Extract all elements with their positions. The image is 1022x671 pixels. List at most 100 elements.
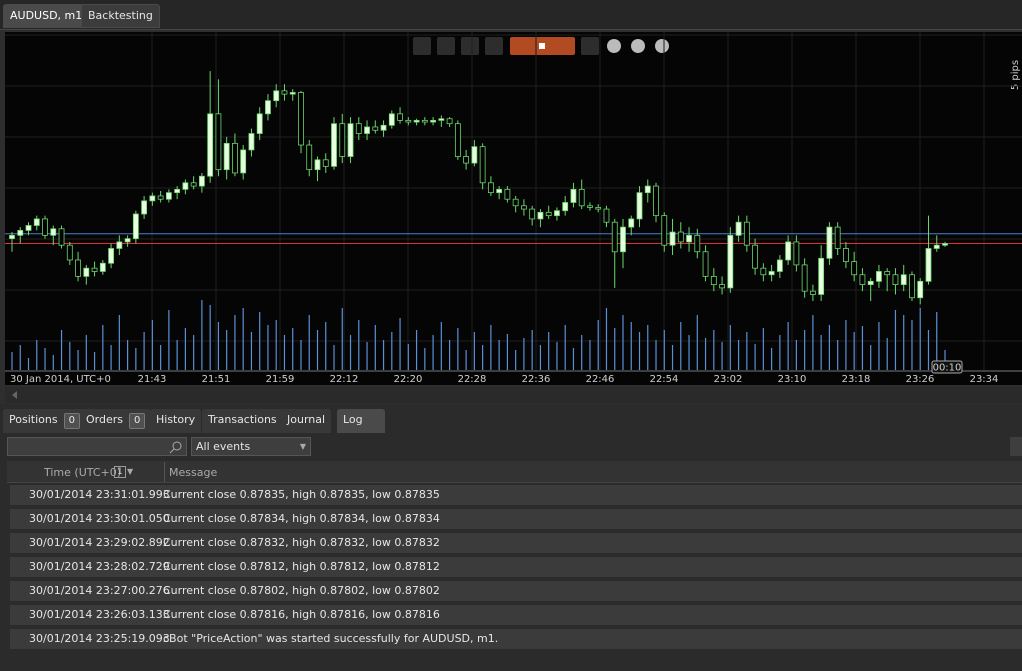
candle-body [677, 231, 684, 243]
volume-bar [226, 330, 228, 370]
volume-bar [36, 340, 38, 370]
candle-body [413, 119, 420, 123]
candle-body [793, 241, 800, 266]
volume-bar [457, 328, 459, 370]
candle-body [743, 221, 750, 246]
chart: 5 pips 30 Jan 2014, UTC+0 21:43 21:51 21:59… [5, 32, 1022, 403]
candle-body [454, 123, 461, 157]
candle-body [199, 175, 205, 187]
scrollbar[interactable] [5, 387, 1022, 403]
volume-bar [589, 340, 591, 370]
panel-tab[interactable]: History [150, 409, 202, 433]
volume-bar [944, 350, 946, 370]
x-tick-label: 23:10 [778, 374, 807, 385]
candle-body [801, 264, 808, 292]
tab-count: 0 [63, 413, 80, 429]
candle-body [372, 126, 379, 131]
candle-body [42, 218, 48, 236]
stop-icon [539, 43, 545, 49]
volume-bar [358, 320, 360, 370]
log-row[interactable] [10, 557, 1022, 577]
log-row[interactable] [10, 509, 1022, 529]
volume-bar [614, 328, 616, 370]
log-row[interactable] [10, 581, 1022, 601]
candle-body [570, 188, 577, 203]
candle-body [124, 238, 131, 243]
volume-bar [696, 315, 698, 370]
volume-bar [482, 345, 484, 370]
log-row[interactable] [10, 485, 1022, 505]
volume-bar [539, 345, 542, 370]
candle-body [281, 90, 288, 95]
candle-body [355, 123, 362, 134]
volume-bar [523, 338, 525, 370]
volume-bar [209, 305, 211, 370]
volume-bar [837, 340, 839, 370]
volume-bar [771, 348, 773, 370]
panel-tab[interactable]: Log [337, 409, 385, 433]
candle-body [190, 182, 197, 187]
volume-bar [259, 312, 261, 370]
candle-body [669, 231, 676, 246]
candle-body [446, 118, 453, 125]
candle-body [925, 248, 932, 282]
cbot-button[interactable] [631, 39, 645, 53]
panel-tab[interactable]: Positions 0 [3, 409, 86, 433]
log-message: cBot "PriceAction" was started successfu… [163, 632, 499, 645]
log-row[interactable] [10, 533, 1022, 553]
x-tick-label: 22:54 [650, 374, 679, 385]
panel-tab[interactable]: Journal [281, 409, 332, 433]
volume-bar [374, 325, 376, 370]
candle-body [537, 211, 544, 220]
log-row[interactable] [10, 605, 1022, 625]
event-filter[interactable]: All events ▼ [191, 437, 311, 456]
volume-bar [126, 340, 129, 370]
tab-label: Journal [287, 413, 326, 426]
log-row[interactable] [10, 629, 1022, 649]
candle-body [331, 123, 337, 167]
volume-bar [77, 350, 79, 370]
panel-tab[interactable]: Orders 0 [80, 409, 152, 433]
volume-bar [704, 338, 707, 370]
volume-bar [515, 350, 517, 370]
volume-bar [184, 328, 186, 370]
volume-bar [861, 326, 864, 370]
candle-body [265, 100, 271, 115]
candle-body [58, 228, 65, 246]
volume-bar [242, 308, 244, 370]
panel-tab[interactable]: Transactions [202, 409, 283, 433]
x-tick-label: 23:34 [970, 374, 999, 385]
list-button[interactable] [581, 37, 599, 55]
backtesting-tab[interactable]: Backtesting [81, 4, 160, 28]
user-button[interactable] [655, 39, 669, 53]
indicator-button[interactable] [607, 39, 621, 53]
volume-bar [110, 345, 112, 370]
volume-bar [267, 325, 269, 370]
candle-body [438, 118, 445, 121]
settings-button[interactable] [437, 37, 455, 55]
search-box[interactable] [7, 437, 187, 456]
panel-button[interactable] [1010, 437, 1022, 456]
candle-body [826, 226, 833, 259]
message-column[interactable]: Message [169, 466, 218, 479]
volume-bar [44, 348, 46, 370]
volume-bar [85, 335, 87, 370]
scroll-arrow[interactable] [12, 391, 17, 399]
candle-body [157, 195, 164, 200]
zoom-button[interactable] [413, 37, 431, 55]
timeframe-button[interactable] [485, 37, 503, 55]
symbol-tab[interactable]: AUDUSD, m1 [3, 4, 90, 28]
volume-bar [391, 332, 393, 370]
log-message: Current close 0.87816, high 0.87816, low… [163, 608, 440, 621]
candle-body [504, 188, 511, 200]
chart-type-button[interactable] [461, 37, 479, 55]
volume-bar [135, 348, 137, 370]
volume-bar [399, 318, 401, 370]
time-column[interactable]: Time (UTC+0) [44, 466, 122, 479]
x-tick-label: 22:46 [586, 374, 615, 385]
volume-bar [283, 335, 286, 370]
volume-bar [333, 345, 335, 370]
sort-arrow: ▼ [127, 467, 134, 476]
volume-bar [638, 332, 641, 370]
candle-body [909, 274, 915, 299]
